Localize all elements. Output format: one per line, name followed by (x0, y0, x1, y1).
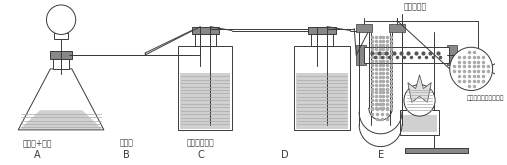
Bar (294, 46, 350, 130)
Bar (192, 27, 219, 34)
Text: D: D (281, 149, 288, 160)
Text: 氧化铜试样: 氧化铜试样 (404, 3, 426, 12)
Bar (195, 34, 216, 46)
Text: E: E (378, 149, 384, 160)
Polygon shape (402, 115, 437, 132)
Text: 氢氧化钠溶液: 氢氧化钠溶液 (187, 139, 214, 148)
Bar (50, 51, 72, 59)
Polygon shape (18, 69, 104, 130)
Bar (389, 24, 405, 32)
Bar (54, 33, 68, 39)
Bar (364, 47, 449, 63)
Polygon shape (296, 73, 348, 129)
Text: 稀盐酸+锌粒: 稀盐酸+锌粒 (23, 139, 53, 148)
Bar (405, 148, 468, 152)
Bar (447, 45, 456, 65)
Polygon shape (20, 110, 102, 129)
Text: A: A (34, 149, 41, 160)
Text: B: B (123, 149, 130, 160)
Polygon shape (180, 73, 230, 129)
Polygon shape (493, 59, 506, 79)
Circle shape (404, 85, 435, 116)
Bar (356, 45, 366, 65)
Circle shape (450, 47, 493, 91)
Bar (311, 34, 333, 46)
Text: 浓硫酸: 浓硫酸 (120, 139, 133, 148)
Text: 无水氯化钙（干燥剂）: 无水氯化钙（干燥剂） (467, 95, 504, 101)
Bar (400, 110, 439, 135)
Bar (308, 27, 336, 34)
Bar (178, 46, 232, 130)
Bar (416, 102, 423, 110)
Bar (53, 59, 69, 69)
Polygon shape (408, 75, 431, 102)
Bar (356, 24, 372, 32)
Circle shape (47, 5, 76, 34)
Text: C: C (197, 149, 204, 160)
